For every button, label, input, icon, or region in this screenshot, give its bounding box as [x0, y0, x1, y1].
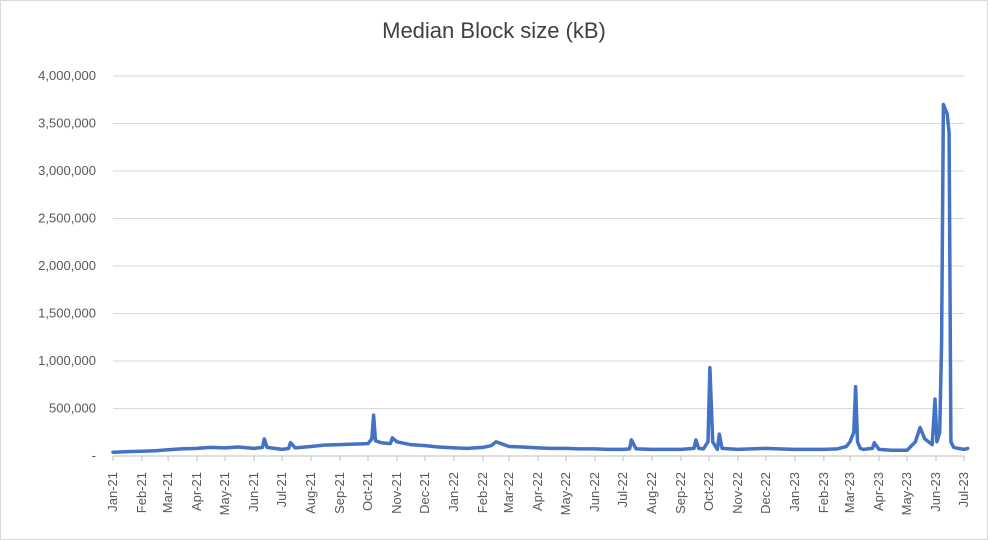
x-tick-label: Jul-23: [956, 472, 971, 507]
x-tick-label: Sep-22: [673, 472, 688, 514]
x-tick-label: Aug-22: [644, 472, 659, 514]
x-tick-label: May-23: [899, 472, 914, 515]
x-tick-label: Jun-23: [928, 472, 943, 512]
y-tick-label: -: [92, 448, 96, 463]
y-tick-label: 2,000,000: [38, 258, 96, 273]
series-line: [111, 102, 970, 454]
x-tick-label: Jan-23: [787, 472, 802, 512]
y-tick-label: 500,000: [49, 401, 96, 416]
x-tick-label: Jan-21: [105, 472, 120, 512]
x-tick-label: Nov-21: [389, 472, 404, 514]
x-tick-label: Oct-21: [360, 472, 375, 511]
chart-title: Median Block size (kB): [382, 18, 606, 43]
x-tick-label: Jul-22: [615, 472, 630, 507]
y-tick-label: 1,500,000: [38, 306, 96, 321]
x-tick-label: Nov-22: [730, 472, 745, 514]
x-tick-label: Mar-21: [160, 472, 175, 513]
x-tick-label: Aug-21: [303, 472, 318, 514]
y-tick-label: 1,000,000: [38, 353, 96, 368]
x-tick-label: Apr-22: [530, 472, 545, 511]
x-tick-label: Apr-21: [189, 472, 204, 511]
y-tick-label: 2,500,000: [38, 211, 96, 226]
x-tick-label: Feb-22: [475, 472, 490, 513]
x-tick-label: May-21: [217, 472, 232, 515]
x-tick-label: Apr-23: [871, 472, 886, 511]
x-tick-label: Mar-22: [501, 472, 516, 513]
x-tick-label: Feb-21: [134, 472, 149, 513]
y-tick-label: 4,000,000: [38, 68, 96, 83]
x-tick-label: Feb-23: [816, 472, 831, 513]
y-tick-label: 3,000,000: [38, 163, 96, 178]
y-tick-label: 3,500,000: [38, 116, 96, 131]
x-tick-label: Jun-22: [587, 472, 602, 512]
x-tick-label: May-22: [558, 472, 573, 515]
x-tick-label: Mar-23: [842, 472, 857, 513]
x-tick-label: Jan-22: [446, 472, 461, 512]
x-tick-label: Oct-22: [701, 472, 716, 511]
x-tick-label: Sep-21: [332, 472, 347, 514]
x-tick-label: Dec-22: [758, 472, 773, 514]
x-tick-label: Jun-21: [246, 472, 261, 512]
x-tick-label: Jul-21: [274, 472, 289, 507]
x-tick-label: Dec-21: [417, 472, 432, 514]
